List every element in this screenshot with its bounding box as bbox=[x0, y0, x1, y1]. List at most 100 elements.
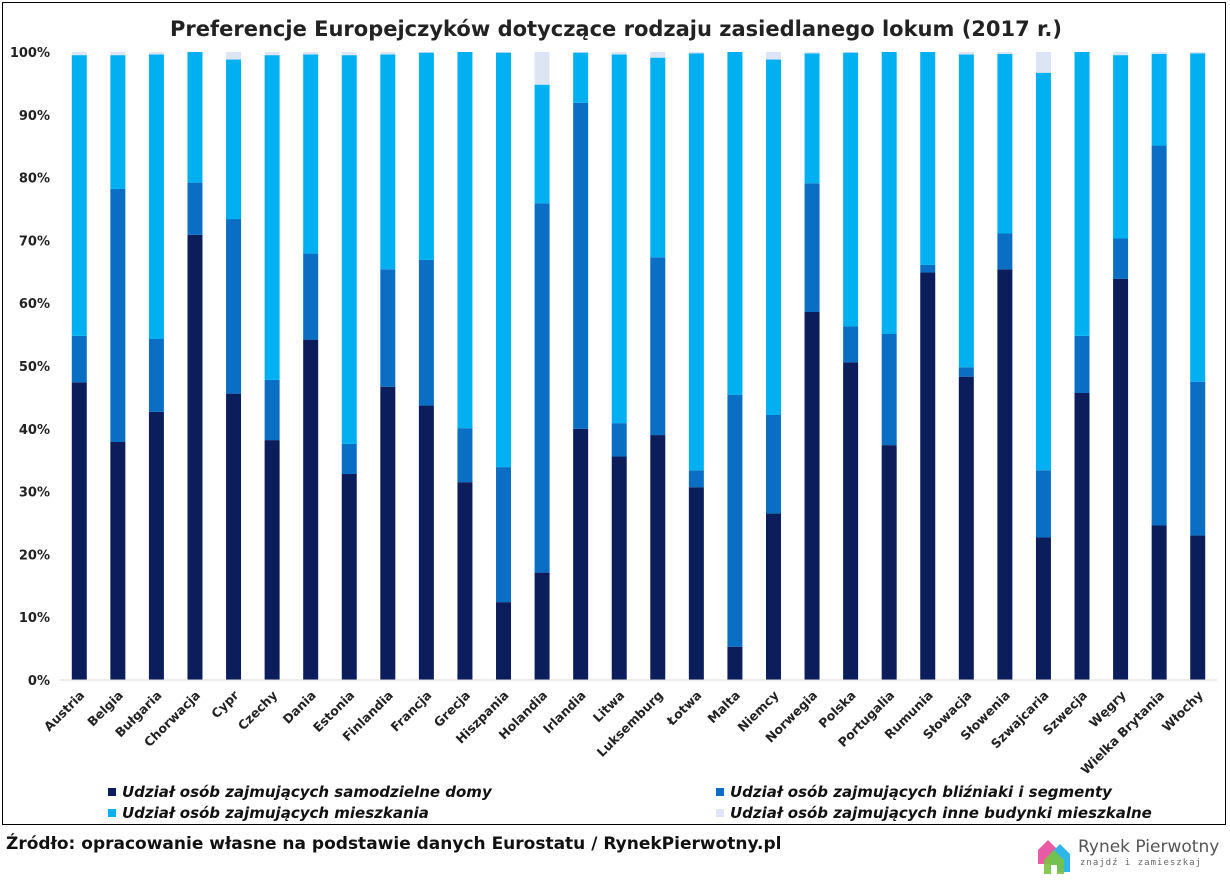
bar-segment bbox=[1035, 470, 1051, 538]
bar-segment bbox=[148, 52, 164, 55]
legend: Udział osób zajmujących samodzielne domy… bbox=[108, 783, 1152, 822]
bar-segment bbox=[226, 393, 242, 680]
bar-segment bbox=[688, 487, 704, 680]
chart-frame: Preferencje Europejczyków dotyczące rodz… bbox=[2, 2, 1226, 825]
bar-segment bbox=[341, 52, 357, 56]
legend-swatch-detached-houses bbox=[108, 788, 116, 796]
bar-segment bbox=[148, 411, 164, 680]
bar-segment bbox=[264, 379, 280, 441]
bar-segment bbox=[418, 52, 434, 260]
bar-stack bbox=[1074, 52, 1090, 680]
bar-stack bbox=[958, 52, 974, 680]
bar-stack bbox=[187, 52, 203, 680]
legend-item-other-buildings: Udział osób zajmujących inne budynki mie… bbox=[716, 804, 1152, 822]
bar-segment bbox=[187, 52, 203, 183]
bar-segment bbox=[650, 57, 666, 258]
bar-segment bbox=[303, 339, 319, 680]
bar-segment bbox=[727, 52, 743, 395]
bar-segment bbox=[1113, 278, 1129, 680]
bar-segment bbox=[958, 376, 974, 680]
y-tick-label: 30% bbox=[19, 486, 50, 501]
x-tick-label: Włochy bbox=[1159, 688, 1206, 735]
bar-stack bbox=[881, 52, 897, 680]
bar-segment bbox=[765, 414, 781, 514]
logo: Rynek Pierwotny znajdź i zamieszkaj bbox=[1034, 834, 1220, 878]
bar-segment bbox=[226, 59, 242, 220]
bar-segment bbox=[264, 55, 280, 380]
legend-label-flats: Udział osób zajmujących mieszkania bbox=[122, 804, 429, 822]
legend-item-semi-detached: Udział osób zajmujących bliźniaki i segm… bbox=[716, 783, 1113, 801]
bar-segment bbox=[958, 367, 974, 377]
bar-segment bbox=[573, 102, 589, 429]
x-tick-label: Austria bbox=[41, 688, 88, 735]
bar-segment bbox=[148, 339, 164, 412]
bar-segment bbox=[1151, 52, 1167, 54]
bar-stack bbox=[148, 52, 164, 680]
bar-stack bbox=[573, 52, 589, 680]
y-tick-label: 10% bbox=[19, 611, 50, 626]
bar-segment bbox=[1035, 72, 1051, 471]
bar-stack bbox=[650, 52, 666, 680]
y-tick-label: 70% bbox=[19, 234, 50, 249]
bar-segment bbox=[611, 423, 627, 457]
legend-swatch-flats bbox=[108, 809, 116, 817]
bar-segment bbox=[727, 646, 743, 680]
legend-label-detached-houses: Udział osób zajmujących samodzielne domy bbox=[122, 783, 493, 801]
bar-stack bbox=[380, 52, 396, 680]
bar-segment bbox=[380, 54, 396, 270]
bar-segment bbox=[688, 470, 704, 488]
bar-segment bbox=[958, 52, 974, 55]
bar-segment bbox=[688, 53, 704, 471]
bar-segment bbox=[1113, 52, 1129, 56]
bar-segment bbox=[1074, 393, 1090, 680]
bar-segment bbox=[110, 55, 126, 189]
x-tick-label: Irlandia bbox=[540, 688, 589, 737]
y-tick-label: 0% bbox=[28, 674, 50, 689]
bar-stack bbox=[303, 52, 319, 680]
bar-segment bbox=[341, 55, 357, 444]
bar-segment bbox=[997, 233, 1013, 270]
bar-stack bbox=[1151, 52, 1167, 680]
bar-segment bbox=[843, 52, 859, 327]
bar-stack bbox=[71, 52, 87, 680]
logo-tagline: znajdź i zamieszkaj bbox=[1080, 858, 1202, 868]
bar-stack bbox=[264, 52, 280, 680]
bar-segment bbox=[534, 52, 550, 85]
bar-segment bbox=[611, 54, 627, 424]
bar-segment bbox=[341, 474, 357, 680]
bar-segment bbox=[380, 269, 396, 387]
bar-segment bbox=[418, 259, 434, 406]
bar-segment bbox=[650, 257, 666, 436]
bar-segment bbox=[264, 440, 280, 680]
bar-segment bbox=[496, 467, 512, 603]
bar-segment bbox=[727, 394, 743, 647]
bar-segment bbox=[303, 253, 319, 340]
bar-segment bbox=[187, 234, 203, 680]
x-tick-label: Litwa bbox=[590, 688, 628, 726]
bar-stack bbox=[457, 52, 473, 680]
bar-segment bbox=[997, 269, 1013, 680]
bar-segment bbox=[1035, 537, 1051, 680]
bar-segment bbox=[804, 311, 820, 680]
bar-stack bbox=[341, 52, 357, 680]
bar-segment bbox=[1190, 381, 1206, 536]
bar-segment bbox=[843, 362, 859, 680]
bar-segment bbox=[881, 333, 897, 446]
bar-segment bbox=[457, 428, 473, 483]
bar-segment bbox=[611, 52, 627, 55]
bar-segment bbox=[1074, 52, 1090, 336]
bar-stack bbox=[1035, 52, 1051, 680]
bar-segment bbox=[804, 183, 820, 312]
bar-segment bbox=[71, 55, 87, 336]
legend-item-flats: Udział osób zajmujących mieszkania bbox=[108, 804, 429, 822]
bar-segment bbox=[496, 52, 512, 468]
y-tick-label: 100% bbox=[10, 46, 50, 61]
bar-segment bbox=[226, 52, 242, 60]
bar-stack bbox=[110, 52, 126, 680]
legend-label-semi-detached: Udział osób zajmujących bliźniaki i segm… bbox=[730, 783, 1113, 801]
bar-stack bbox=[534, 52, 550, 680]
y-tick-label: 80% bbox=[19, 172, 50, 187]
y-axis: 0% 10% 20% 30% 40% 50% 60% 70% 80% 90% 100% bbox=[10, 46, 50, 689]
legend-label-other-buildings: Udział osób zajmujących inne budynki mie… bbox=[730, 804, 1152, 822]
bar-segment bbox=[1074, 335, 1090, 394]
